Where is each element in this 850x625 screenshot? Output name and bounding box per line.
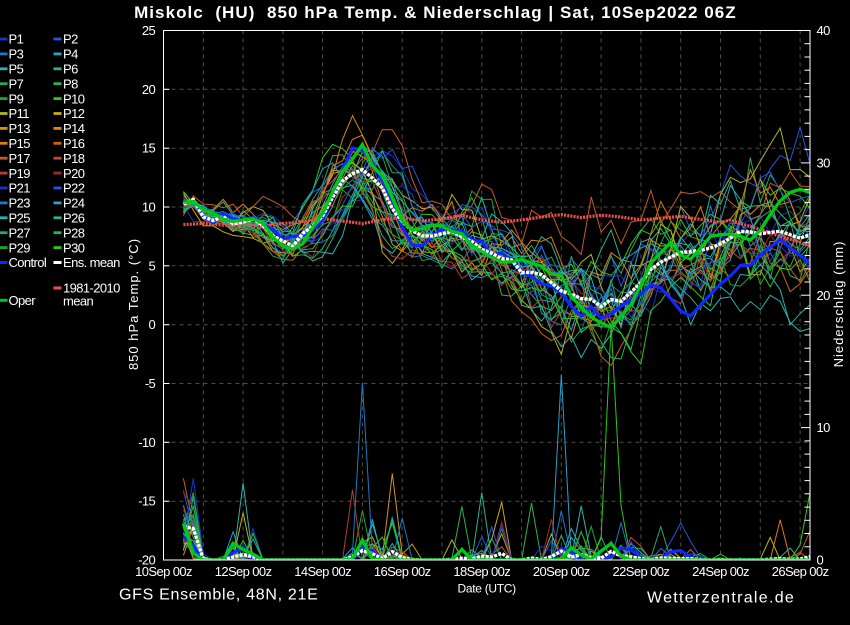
svg-text:20Sep 00z: 20Sep 00z bbox=[533, 564, 590, 579]
svg-text:P26: P26 bbox=[63, 211, 85, 226]
svg-text:P16: P16 bbox=[63, 136, 85, 151]
svg-text:P7: P7 bbox=[9, 76, 24, 91]
svg-text:P30: P30 bbox=[63, 240, 85, 255]
svg-text:P5: P5 bbox=[9, 62, 24, 77]
svg-text:P28: P28 bbox=[63, 225, 85, 240]
svg-text:GFS Ensemble, 48N, 21E: GFS Ensemble, 48N, 21E bbox=[119, 587, 319, 604]
svg-text:P24: P24 bbox=[63, 196, 85, 211]
svg-text:P11: P11 bbox=[9, 106, 30, 121]
svg-text:-5: -5 bbox=[145, 376, 156, 391]
svg-text:P18: P18 bbox=[63, 151, 85, 166]
svg-text:P15: P15 bbox=[9, 136, 31, 151]
svg-text:P3: P3 bbox=[9, 47, 24, 62]
svg-text:10Sep 00z: 10Sep 00z bbox=[135, 564, 192, 579]
svg-text:15: 15 bbox=[142, 141, 156, 156]
svg-text:16Sep 00z: 16Sep 00z bbox=[374, 564, 431, 579]
svg-text:P6: P6 bbox=[63, 62, 78, 77]
svg-text:850 hPa Temp. (°C): 850 hPa Temp. (°C) bbox=[126, 238, 141, 370]
svg-text:24Sep 00z: 24Sep 00z bbox=[692, 564, 749, 579]
svg-text:Control: Control bbox=[9, 255, 47, 270]
svg-text:P20: P20 bbox=[63, 166, 85, 181]
svg-text:26Sep 00z: 26Sep 00z bbox=[772, 564, 829, 579]
svg-text:0: 0 bbox=[149, 317, 156, 332]
svg-text:1981-2010: 1981-2010 bbox=[63, 281, 120, 296]
svg-text:30: 30 bbox=[817, 155, 831, 170]
svg-text:10: 10 bbox=[817, 420, 831, 435]
svg-text:Miskolc (HU) 850 hPa Temp. &: Miskolc (HU) 850 hPa Temp. & Niederschla… bbox=[134, 3, 737, 22]
svg-text:P8: P8 bbox=[63, 76, 78, 91]
svg-text:P4: P4 bbox=[63, 47, 78, 62]
svg-text:P13: P13 bbox=[9, 121, 31, 136]
svg-text:P19: P19 bbox=[9, 166, 31, 181]
svg-text:Wetterzentrale.de: Wetterzentrale.de bbox=[647, 590, 795, 607]
svg-text:P25: P25 bbox=[9, 211, 31, 226]
svg-text:12Sep 00z: 12Sep 00z bbox=[215, 564, 272, 579]
svg-text:P14: P14 bbox=[63, 121, 85, 136]
svg-text:22Sep 00z: 22Sep 00z bbox=[613, 564, 670, 579]
svg-text:18Sep 00z: 18Sep 00z bbox=[453, 564, 510, 579]
svg-text:5: 5 bbox=[149, 258, 156, 273]
svg-text:P21: P21 bbox=[9, 181, 31, 196]
svg-text:Date (UTC): Date (UTC) bbox=[458, 582, 517, 596]
svg-text:P22: P22 bbox=[63, 181, 85, 196]
svg-text:20: 20 bbox=[142, 82, 156, 97]
svg-text:10: 10 bbox=[142, 200, 156, 215]
svg-text:0: 0 bbox=[817, 553, 824, 568]
svg-text:Ens. mean: Ens. mean bbox=[63, 255, 120, 270]
svg-text:20: 20 bbox=[817, 288, 831, 303]
svg-text:P2: P2 bbox=[63, 32, 78, 47]
svg-text:40: 40 bbox=[817, 23, 831, 38]
svg-text:P27: P27 bbox=[9, 225, 31, 240]
svg-text:P29: P29 bbox=[9, 240, 31, 255]
svg-text:-10: -10 bbox=[138, 435, 155, 450]
svg-text:14Sep 00z: 14Sep 00z bbox=[294, 564, 351, 579]
svg-text:P23: P23 bbox=[9, 196, 31, 211]
svg-text:-15: -15 bbox=[138, 494, 155, 509]
svg-text:P9: P9 bbox=[9, 91, 24, 106]
svg-text:Oper: Oper bbox=[9, 293, 37, 308]
svg-text:mean: mean bbox=[63, 294, 93, 309]
svg-text:P12: P12 bbox=[63, 106, 85, 121]
svg-text:P17: P17 bbox=[9, 151, 31, 166]
svg-text:25: 25 bbox=[142, 23, 156, 38]
svg-text:P1: P1 bbox=[9, 32, 24, 47]
svg-text:-20: -20 bbox=[138, 553, 155, 568]
svg-text:Niederschlag (mm): Niederschlag (mm) bbox=[831, 241, 846, 368]
svg-text:P10: P10 bbox=[63, 91, 85, 106]
